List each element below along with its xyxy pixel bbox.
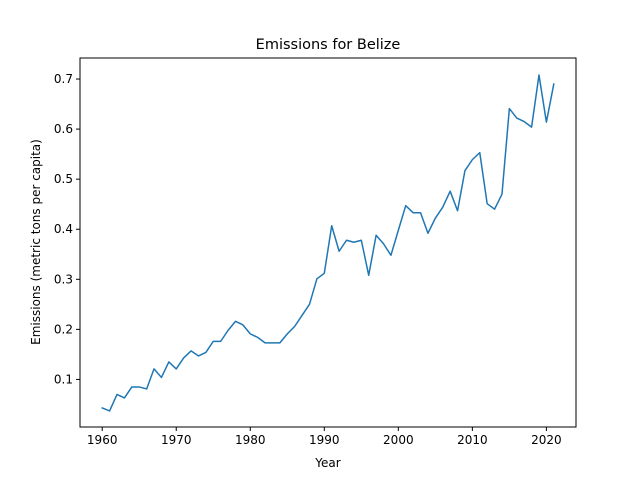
series-layer [101,74,555,412]
x-tick-label: 1960 [87,433,118,447]
y-tick-label: 0.2 [54,322,73,336]
y-tick-label: 0.7 [54,72,73,86]
y-tick-label: 0.3 [54,272,73,286]
y-tick-label: 0.6 [54,122,73,136]
plot-area-frame [79,57,577,428]
x-tick-label: 2020 [531,433,562,447]
x-axis: 1960 1970 1980 1990 2000 2010 2020 [87,427,562,447]
x-tick-label: 1980 [235,433,266,447]
chart-title: Emissions for Belize [256,37,401,53]
y-axis-label: Emissions (metric tons per capita) [29,139,43,345]
y-axis: 0.1 0.2 0.3 0.4 0.5 0.6 0.7 [54,72,80,386]
x-tick-label: 2010 [457,433,488,447]
y-tick-label: 0.4 [54,222,73,236]
y-tick-label: 0.5 [54,172,73,186]
y-tick-label: 0.1 [54,372,73,386]
x-tick-label: 1970 [161,433,192,447]
x-axis-label: Year [314,456,340,470]
x-tick-label: 2000 [383,433,414,447]
x-tick-label: 1990 [309,433,340,447]
emissions-series-line [101,74,555,412]
